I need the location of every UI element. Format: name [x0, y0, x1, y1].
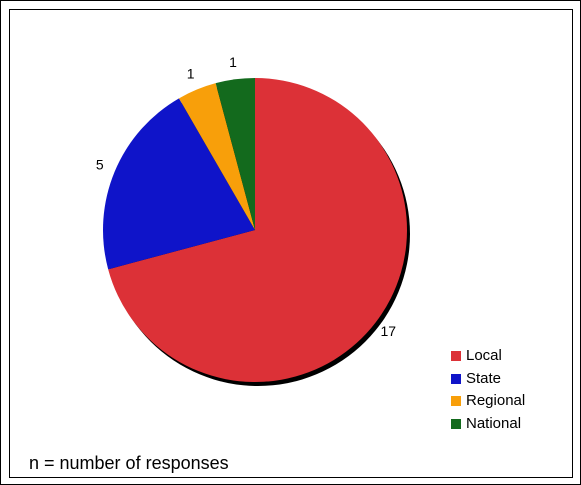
legend-label-regional: Regional: [466, 392, 526, 409]
legend-label-local: Local: [466, 347, 502, 364]
data-label-local: 17: [380, 323, 396, 339]
legend-swatch-national: [451, 418, 461, 429]
data-label-national: 1: [229, 54, 237, 70]
pie-slice-state: [103, 98, 255, 270]
legend-swatch-local: [451, 351, 461, 361]
data-label-state: 5: [96, 156, 104, 172]
legend-label-state: State: [466, 369, 502, 387]
legend-label-national: National: [466, 414, 522, 432]
pie-slice-national: [215, 78, 255, 230]
data-label-regional: 1: [187, 65, 195, 81]
pie-slice-local: [108, 78, 408, 383]
legend-swatch-regional: [451, 396, 461, 406]
pie-slice-regional: [179, 83, 255, 230]
legend-swatch-state: [451, 373, 461, 384]
sample-size-note: n = number of responses: [29, 453, 229, 473]
